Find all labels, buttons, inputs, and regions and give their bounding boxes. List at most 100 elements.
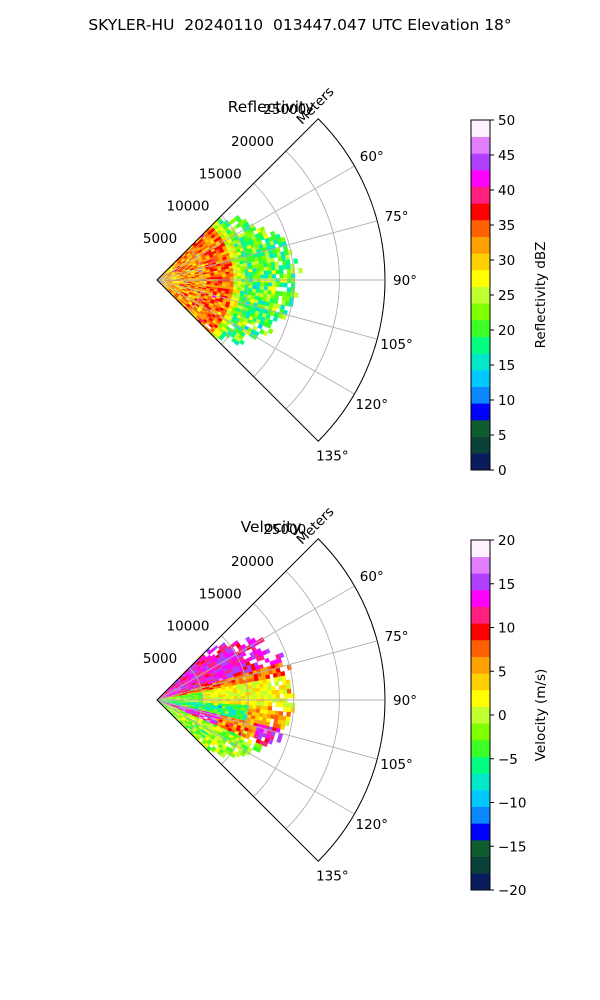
data-cell [219, 249, 225, 254]
data-cell [237, 704, 242, 708]
data-cell [199, 296, 204, 300]
data-cell [254, 676, 260, 682]
data-cell [194, 707, 199, 710]
colorbar-segment [471, 336, 490, 354]
data-cell [196, 240, 201, 246]
data-cell [168, 697, 173, 699]
data-cell [182, 261, 187, 265]
data-cell [210, 298, 216, 303]
data-cell [181, 288, 187, 292]
data-cell [200, 659, 206, 665]
data-cell [183, 694, 188, 696]
data-cell [291, 278, 296, 284]
data-cell [165, 706, 170, 710]
data-cell [163, 703, 168, 706]
data-cell [179, 300, 184, 304]
data-cell [212, 304, 218, 308]
data-cell [203, 237, 209, 242]
data-cell [273, 298, 279, 305]
data-cell [183, 701, 188, 703]
data-cell [214, 703, 219, 706]
data-cell [286, 711, 291, 718]
data-cell [248, 691, 254, 696]
data-cell [271, 690, 277, 695]
colorbar-segment [471, 590, 490, 607]
colorbar-segment [471, 806, 490, 824]
data-cell [187, 674, 192, 679]
data-cell [167, 284, 172, 287]
data-cell [176, 678, 181, 683]
data-cell [187, 277, 192, 279]
range-tick-label: 25000 [263, 522, 306, 538]
colorbar-tick-label: −10 [498, 796, 527, 812]
data-cell [273, 718, 279, 725]
azimuth-gridline [156, 279, 378, 340]
data-cell [173, 295, 178, 299]
data-cell [233, 693, 238, 697]
data-cell [259, 709, 265, 714]
data-cell [290, 268, 296, 274]
data-cell [202, 704, 207, 707]
data-cell [189, 291, 194, 295]
data-cell [183, 720, 188, 725]
data-cell [168, 276, 173, 278]
data-cell [283, 250, 290, 256]
data-cell [171, 702, 177, 705]
data-cell [174, 682, 179, 686]
data-cell [261, 732, 268, 739]
data-cell [200, 263, 206, 267]
data-cell [164, 700, 169, 702]
data-cell [271, 694, 277, 699]
data-cell [165, 690, 170, 694]
data-cell [213, 302, 219, 306]
data-cell [179, 282, 184, 285]
data-cell [200, 722, 206, 727]
data-cell [184, 265, 190, 269]
data-cell [202, 668, 207, 673]
data-cell [208, 317, 214, 323]
azimuth-tick-label: 105° [380, 757, 413, 773]
data-cell [266, 730, 272, 736]
data-cell [167, 284, 172, 287]
data-cell [227, 307, 233, 312]
data-cell [176, 700, 181, 702]
range-tick-label: 10000 [167, 619, 210, 635]
data-cell [168, 290, 172, 294]
data-cell [175, 274, 180, 277]
colorbar-tick-label: 30 [498, 253, 515, 269]
data-cell [221, 694, 227, 697]
data-cell [253, 253, 259, 259]
data-cell [251, 684, 257, 689]
data-cell [271, 282, 277, 287]
data-cell [220, 687, 226, 691]
data-cell [193, 711, 198, 715]
data-cell [194, 731, 199, 736]
colorbar-segment [471, 420, 490, 437]
data-cell [241, 695, 246, 699]
data-cell [209, 238, 215, 243]
data-cell [276, 303, 282, 310]
data-cell [192, 314, 197, 319]
data-cell [205, 747, 211, 753]
data-cell [198, 312, 204, 317]
data-cell [179, 263, 184, 267]
data-cell [262, 233, 269, 240]
data-cell [181, 266, 186, 270]
data-cell [195, 274, 200, 277]
data-cell [231, 714, 237, 719]
data-cell [255, 709, 261, 714]
data-cell [259, 267, 265, 272]
data-cell [255, 264, 261, 269]
data-cell [257, 300, 263, 305]
data-cell [167, 283, 172, 286]
data-cell [182, 721, 187, 726]
data-cell [193, 306, 199, 311]
data-cell [256, 252, 263, 258]
data-cell [175, 712, 180, 716]
data-cell [259, 263, 264, 268]
data-cell [265, 721, 271, 727]
data-cell [164, 277, 169, 279]
colorbar-segment [471, 723, 490, 741]
data-cell [236, 269, 242, 274]
data-cell [185, 257, 190, 262]
